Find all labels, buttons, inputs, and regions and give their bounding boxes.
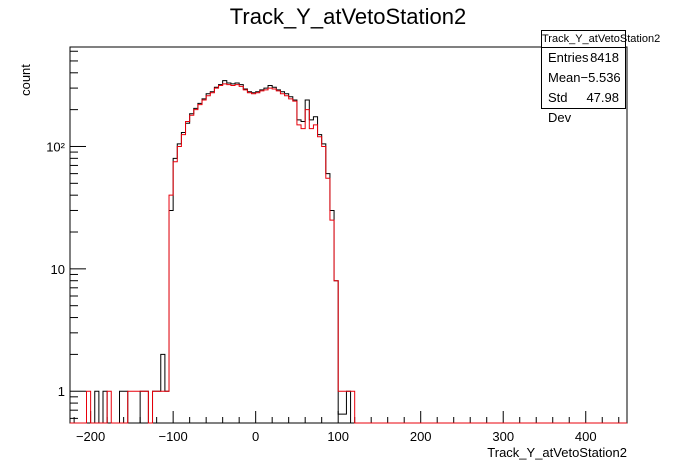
- y-axis-label: count: [18, 64, 33, 96]
- chart-title: Track_Y_atVetoStation2: [230, 4, 466, 29]
- x-tick-label: −200: [76, 429, 105, 444]
- stats-label: Entries: [548, 50, 589, 65]
- stats-box: Track_Y_atVetoStation2 Entries 8418 Mean…: [541, 30, 660, 125]
- stats-label: Mean: [548, 70, 581, 85]
- stats-row-stddev: Std Dev 47.98: [542, 88, 625, 125]
- x-axis-label: Track_Y_atVetoStation2: [487, 445, 627, 460]
- histogram-series: [70, 83, 627, 424]
- x-tick-label: 400: [575, 429, 597, 444]
- stats-title: Track_Y_atVetoStation2: [542, 31, 660, 48]
- x-tick-label: 300: [492, 429, 514, 444]
- stats-value: 47.98: [586, 90, 619, 105]
- x-tick-label: −100: [158, 429, 187, 444]
- x-tick-label: 0: [252, 429, 259, 444]
- y-tick-label: 10²: [46, 139, 65, 154]
- axis-ticks: −200 −100 0 100 200 300 400 1 10 10²: [46, 50, 620, 444]
- histogram-series: [70, 80, 627, 424]
- x-tick-label: 200: [410, 429, 432, 444]
- plot-frame: [69, 46, 628, 424]
- stats-row-mean: Mean −5.536: [542, 68, 625, 88]
- stats-label: Std Dev: [548, 90, 572, 125]
- stats-row-entries: Entries 8418: [542, 48, 625, 68]
- series-layer: [70, 80, 627, 424]
- y-tick-label: 1: [58, 384, 65, 399]
- stats-value: 8418: [590, 50, 619, 65]
- x-tick-label: 100: [327, 429, 349, 444]
- y-tick-label: 10: [51, 262, 65, 277]
- stats-value: −5.536: [580, 70, 621, 85]
